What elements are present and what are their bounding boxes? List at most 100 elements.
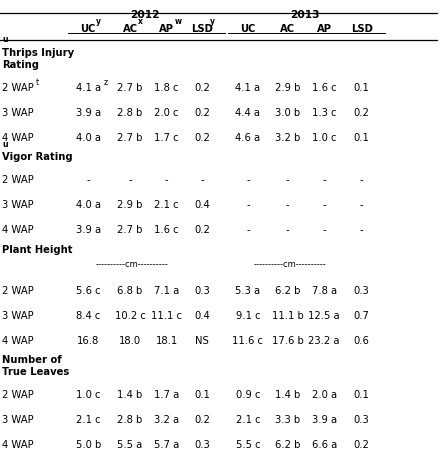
Text: 0.2: 0.2: [194, 108, 210, 118]
Text: 5.5 c: 5.5 c: [235, 440, 260, 449]
Text: 3.3 b: 3.3 b: [275, 415, 300, 425]
Text: y: y: [210, 17, 215, 26]
Text: 18.1: 18.1: [156, 336, 178, 346]
Text: 1.0 c: 1.0 c: [312, 133, 336, 143]
Text: 5.0 b: 5.0 b: [75, 440, 101, 449]
Text: 4.4 a: 4.4 a: [235, 108, 260, 118]
Text: 1.8 c: 1.8 c: [154, 83, 179, 92]
Text: 2 WAP: 2 WAP: [2, 286, 34, 295]
Text: -: -: [360, 200, 363, 210]
Text: 11.1 b: 11.1 b: [272, 311, 303, 321]
Text: 7.1 a: 7.1 a: [154, 286, 179, 295]
Text: UC: UC: [81, 24, 96, 34]
Text: u: u: [3, 140, 8, 149]
Text: 1.4 b: 1.4 b: [275, 390, 300, 400]
Text: 6.6 a: 6.6 a: [311, 440, 337, 449]
Text: 2.1 c: 2.1 c: [154, 200, 179, 210]
Text: 2.0 a: 2.0 a: [312, 390, 336, 400]
Text: 2.7 b: 2.7 b: [117, 83, 143, 92]
Text: 18.0: 18.0: [119, 336, 141, 346]
Text: 5.3 a: 5.3 a: [235, 286, 260, 295]
Text: Vigor Rating: Vigor Rating: [2, 152, 73, 162]
Text: -: -: [246, 200, 250, 210]
Text: -: -: [360, 225, 363, 235]
Text: 3 WAP: 3 WAP: [2, 200, 34, 210]
Text: 1.0 c: 1.0 c: [76, 390, 101, 400]
Text: -: -: [322, 200, 326, 210]
Text: 6.2 b: 6.2 b: [275, 440, 300, 449]
Text: 7.8 a: 7.8 a: [312, 286, 336, 295]
Text: 0.2: 0.2: [194, 415, 210, 425]
Text: 5.6 c: 5.6 c: [76, 286, 101, 295]
Text: 2.8 b: 2.8 b: [117, 108, 143, 118]
Text: 0.4: 0.4: [194, 311, 210, 321]
Text: 0.2: 0.2: [194, 83, 210, 92]
Text: 4 WAP: 4 WAP: [2, 336, 34, 346]
Text: 0.7: 0.7: [354, 311, 370, 321]
Text: 0.3: 0.3: [354, 415, 370, 425]
Text: 0.1: 0.1: [354, 83, 370, 92]
Text: 11.6 c: 11.6 c: [232, 336, 263, 346]
Text: 2.7 b: 2.7 b: [117, 225, 143, 235]
Text: 2.8 b: 2.8 b: [117, 415, 143, 425]
Text: 3 WAP: 3 WAP: [2, 311, 34, 321]
Text: w: w: [175, 17, 182, 26]
Text: 3.2 a: 3.2 a: [154, 415, 179, 425]
Text: 0.3: 0.3: [194, 440, 210, 449]
Text: AC: AC: [280, 24, 295, 34]
Text: ----------cm----------: ----------cm----------: [96, 260, 168, 269]
Text: 2012: 2012: [131, 10, 160, 20]
Text: 1.6 c: 1.6 c: [312, 83, 336, 92]
Text: 6.2 b: 6.2 b: [275, 286, 300, 295]
Text: 3.9 a: 3.9 a: [76, 108, 101, 118]
Text: t: t: [35, 78, 38, 87]
Text: -: -: [360, 175, 363, 185]
Text: Thrips Injury
Rating: Thrips Injury Rating: [2, 48, 75, 70]
Text: UC: UC: [240, 24, 255, 34]
Text: ----------cm----------: ----------cm----------: [254, 260, 327, 269]
Text: 2.1 c: 2.1 c: [235, 415, 260, 425]
Text: 4 WAP: 4 WAP: [2, 225, 34, 235]
Text: -: -: [246, 175, 250, 185]
Text: -: -: [322, 175, 326, 185]
Text: -: -: [286, 225, 289, 235]
Text: 0.1: 0.1: [354, 133, 370, 143]
Text: 3.0 b: 3.0 b: [275, 108, 300, 118]
Text: -: -: [286, 175, 289, 185]
Text: 11.1 c: 11.1 c: [151, 311, 182, 321]
Text: 2013: 2013: [290, 10, 319, 20]
Text: u: u: [3, 35, 8, 44]
Text: AP: AP: [159, 24, 174, 34]
Text: LSD: LSD: [351, 24, 373, 34]
Text: 4 WAP: 4 WAP: [2, 133, 34, 143]
Text: 0.2: 0.2: [194, 133, 210, 143]
Text: -: -: [86, 175, 90, 185]
Text: 1.4 b: 1.4 b: [117, 390, 143, 400]
Text: 0.1: 0.1: [354, 390, 370, 400]
Text: -: -: [246, 225, 250, 235]
Text: 12.5 a: 12.5 a: [308, 311, 340, 321]
Text: 0.2: 0.2: [354, 440, 370, 449]
Text: 3.9 a: 3.9 a: [312, 415, 336, 425]
Text: 2.7 b: 2.7 b: [117, 133, 143, 143]
Text: 4.0 a: 4.0 a: [76, 133, 101, 143]
Text: 1.7 c: 1.7 c: [154, 133, 179, 143]
Text: 8.4 c: 8.4 c: [76, 311, 101, 321]
Text: 0.3: 0.3: [354, 286, 370, 295]
Text: -: -: [286, 200, 289, 210]
Text: 9.1 c: 9.1 c: [235, 311, 260, 321]
Text: 2.9 b: 2.9 b: [117, 200, 143, 210]
Text: Number of
True Leaves: Number of True Leaves: [2, 355, 69, 377]
Text: AC: AC: [123, 24, 138, 34]
Text: 4.0 a: 4.0 a: [76, 200, 101, 210]
Text: 5.7 a: 5.7 a: [154, 440, 179, 449]
Text: 4.1 a: 4.1 a: [76, 83, 101, 92]
Text: -: -: [200, 175, 204, 185]
Text: -: -: [165, 175, 168, 185]
Text: 3 WAP: 3 WAP: [2, 108, 34, 118]
Text: 17.6 b: 17.6 b: [272, 336, 303, 346]
Text: 0.9 c: 0.9 c: [235, 390, 260, 400]
Text: 23.2 a: 23.2 a: [308, 336, 340, 346]
Text: 2 WAP: 2 WAP: [2, 175, 34, 185]
Text: z: z: [104, 78, 108, 87]
